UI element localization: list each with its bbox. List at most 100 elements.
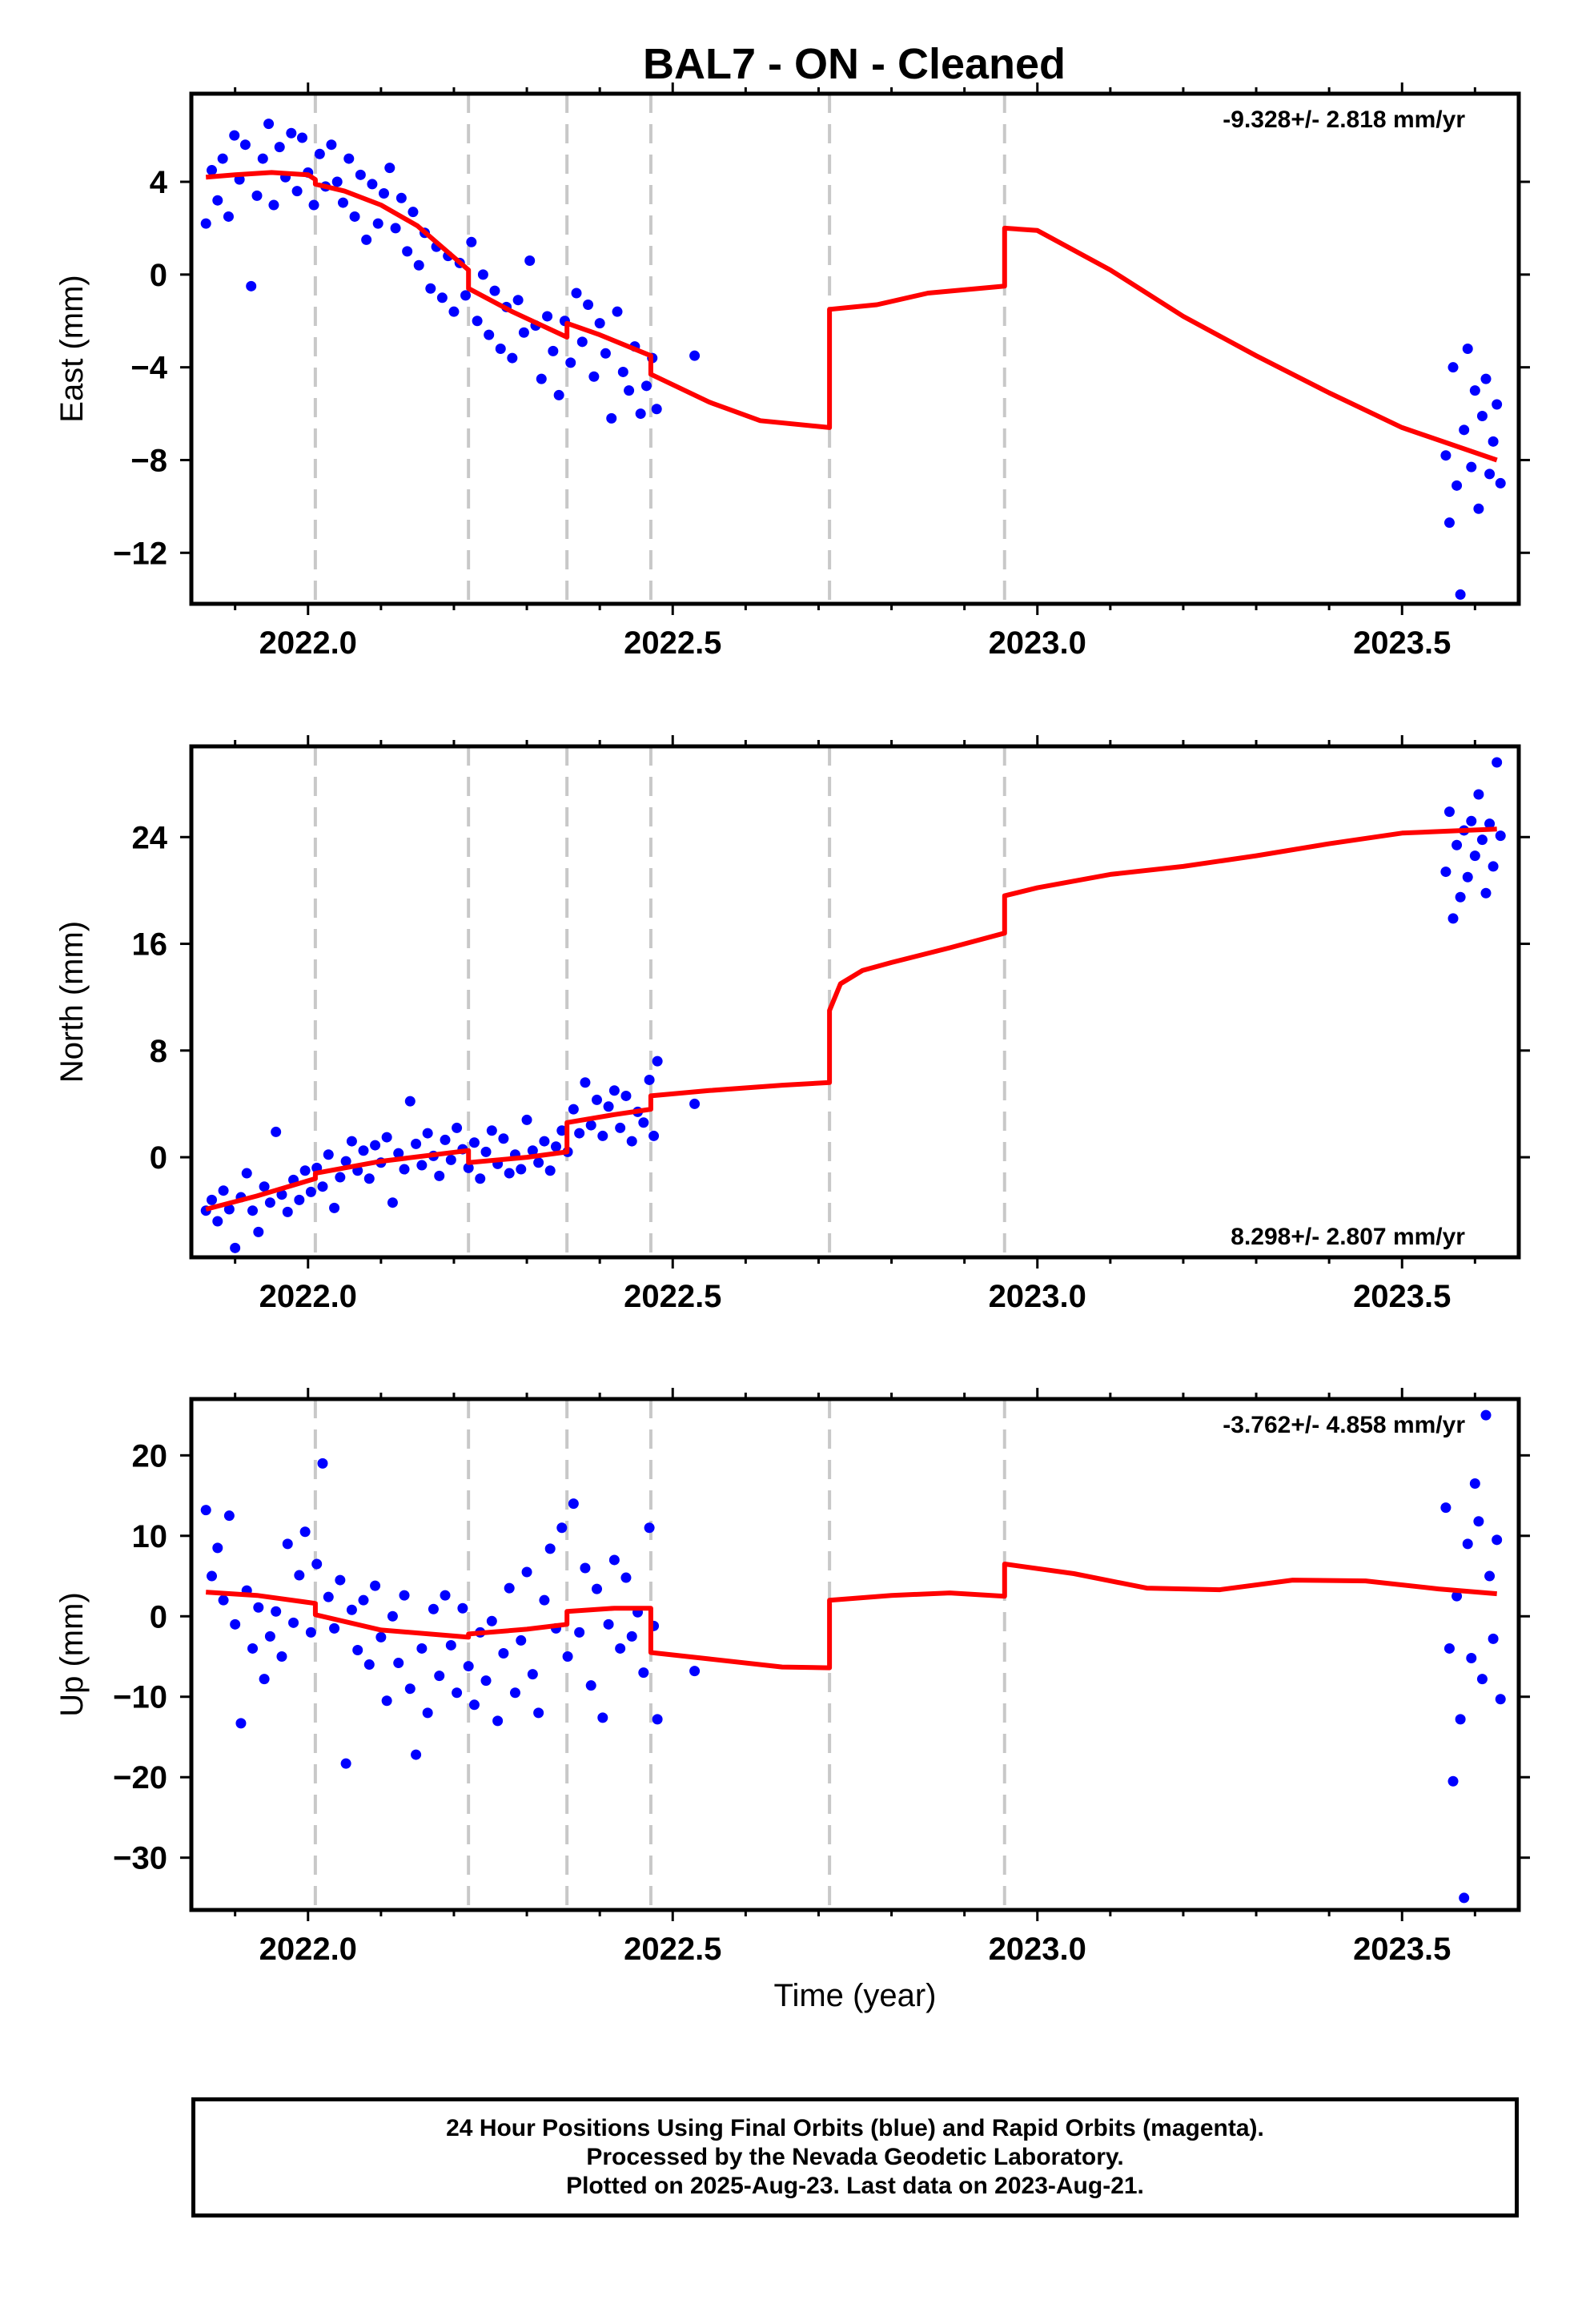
data-point bbox=[416, 1160, 428, 1171]
model-fit-line bbox=[206, 1562, 1497, 1671]
data-point bbox=[384, 163, 396, 174]
data-point bbox=[294, 1570, 305, 1581]
data-point bbox=[492, 1715, 504, 1727]
y-axis-label: North (mm) bbox=[54, 921, 90, 1083]
x-tick-label: 2023.0 bbox=[989, 1932, 1086, 1967]
data-point bbox=[396, 192, 407, 203]
data-point bbox=[263, 119, 275, 130]
data-point bbox=[317, 1458, 328, 1469]
data-point bbox=[644, 1522, 655, 1534]
data-point bbox=[504, 1168, 515, 1179]
data-point bbox=[1476, 834, 1488, 846]
data-point bbox=[212, 1216, 223, 1227]
data-point bbox=[326, 139, 337, 151]
data-point bbox=[381, 1132, 392, 1143]
data-point bbox=[600, 348, 611, 359]
data-point bbox=[512, 295, 524, 306]
data-point bbox=[308, 199, 319, 211]
data-point bbox=[1495, 477, 1506, 489]
data-point bbox=[475, 1173, 486, 1184]
y-tick-label: 20 bbox=[132, 1438, 168, 1474]
x-tick-label: 2023.5 bbox=[1353, 1932, 1451, 1967]
data-point bbox=[635, 408, 646, 420]
data-point bbox=[466, 236, 477, 247]
data-point bbox=[603, 1618, 614, 1630]
x-tick-label: 2023.5 bbox=[1353, 625, 1451, 661]
y-tick-label: 0 bbox=[150, 258, 167, 293]
data-point bbox=[436, 292, 448, 304]
data-point bbox=[1452, 839, 1463, 850]
data-point bbox=[472, 316, 483, 327]
panel-east: 2022.0 2022.5 2023.0 2023.5 4 0 −4 −8 −12 East (m… bbox=[54, 82, 1530, 661]
data-point bbox=[1459, 424, 1470, 436]
data-point bbox=[1492, 757, 1503, 768]
data-point bbox=[352, 1644, 363, 1655]
data-point bbox=[370, 1140, 381, 1151]
data-point bbox=[486, 1125, 497, 1136]
data-point bbox=[1455, 589, 1466, 600]
data-point bbox=[217, 153, 228, 164]
data-point bbox=[1473, 789, 1484, 800]
data-point bbox=[1462, 871, 1473, 883]
data-point bbox=[1462, 1538, 1473, 1550]
x-axis-label: Time (year) bbox=[774, 1978, 937, 2013]
data-point bbox=[1466, 1653, 1477, 1664]
panel-frame bbox=[189, 1397, 1521, 1912]
data-point bbox=[445, 1639, 456, 1651]
y-tick-label: −4 bbox=[130, 351, 167, 386]
data-point bbox=[452, 1122, 463, 1133]
x-tick-label: 2023.0 bbox=[989, 625, 1086, 661]
data-point bbox=[340, 1758, 351, 1769]
data-point bbox=[1443, 806, 1455, 818]
data-point bbox=[434, 1170, 445, 1181]
data-point bbox=[323, 1149, 334, 1160]
x-tick-label: 2023.5 bbox=[1353, 1279, 1451, 1314]
data-point bbox=[460, 290, 472, 301]
data-point bbox=[448, 306, 460, 317]
data-point bbox=[361, 234, 372, 245]
footer-line-plotted: Plotted on 2025-Aug-23. Last data on 202… bbox=[566, 2173, 1144, 2199]
data-point bbox=[381, 1695, 392, 1707]
data-point bbox=[565, 357, 576, 368]
data-point bbox=[652, 1055, 663, 1067]
data-point bbox=[463, 1162, 474, 1173]
data-point bbox=[463, 1661, 474, 1672]
data-point bbox=[363, 1173, 375, 1184]
data-point bbox=[509, 1687, 520, 1699]
data-point bbox=[335, 1172, 346, 1183]
data-point bbox=[1443, 1642, 1455, 1654]
data-point bbox=[1459, 1892, 1470, 1904]
data-point bbox=[556, 1125, 568, 1136]
data-point bbox=[1480, 1409, 1492, 1421]
data-point bbox=[594, 318, 605, 329]
data-point bbox=[271, 1606, 282, 1617]
panel-frame bbox=[189, 91, 1521, 606]
data-point bbox=[305, 1626, 316, 1638]
model-fit-line bbox=[205, 826, 1497, 1212]
data-point bbox=[346, 1604, 357, 1615]
y-tick-label: 10 bbox=[132, 1519, 168, 1554]
data-point bbox=[404, 1683, 416, 1695]
data-point bbox=[399, 1164, 410, 1175]
data-point bbox=[207, 165, 218, 176]
data-point bbox=[253, 1226, 264, 1237]
data-point bbox=[422, 1707, 433, 1719]
data-point bbox=[498, 1133, 509, 1144]
data-point bbox=[1488, 436, 1499, 447]
data-point bbox=[457, 1602, 468, 1614]
data-point bbox=[568, 1498, 579, 1510]
data-point bbox=[608, 1085, 620, 1096]
data-point bbox=[268, 199, 279, 211]
data-point bbox=[574, 1128, 585, 1139]
data-point bbox=[416, 1642, 428, 1654]
data-point bbox=[1440, 866, 1452, 878]
data-point bbox=[212, 1542, 223, 1554]
panel-plot-area bbox=[200, 746, 1506, 1257]
data-point bbox=[1443, 517, 1455, 529]
panel-plot-area bbox=[200, 94, 1506, 604]
data-point bbox=[1480, 373, 1492, 384]
data-point bbox=[323, 1591, 334, 1602]
data-point bbox=[533, 1707, 544, 1719]
data-point bbox=[1469, 1478, 1480, 1489]
